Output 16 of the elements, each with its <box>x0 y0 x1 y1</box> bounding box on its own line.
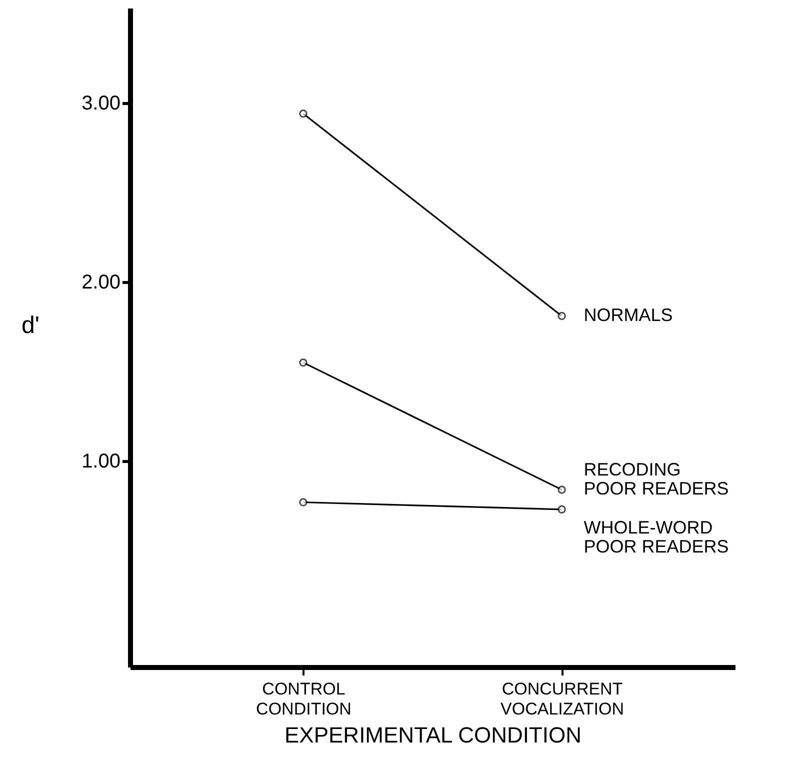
series-label: WHOLE-WORD POOR READERS <box>584 517 729 556</box>
point <box>558 486 566 494</box>
series-label: RECODING POOR READERS <box>584 460 729 499</box>
point <box>299 498 308 506</box>
series-label: NORMALS <box>584 305 673 326</box>
point <box>558 312 566 320</box>
y-tick-label: 2.00 <box>82 271 120 294</box>
x-tick-label: CONCURRENT VOCALIZATION <box>500 680 624 718</box>
x-axis-title: EXPERIMENTAL CONDITION <box>284 722 582 748</box>
point <box>299 358 308 367</box>
y-tick-label: 3.00 <box>82 92 120 114</box>
point <box>299 110 308 118</box>
point <box>558 505 566 514</box>
x-tick-label: CONTROL CONDITION <box>256 680 352 718</box>
y-axis-title: d' <box>22 312 40 339</box>
y-tick-label: 1.00 <box>82 450 120 473</box>
